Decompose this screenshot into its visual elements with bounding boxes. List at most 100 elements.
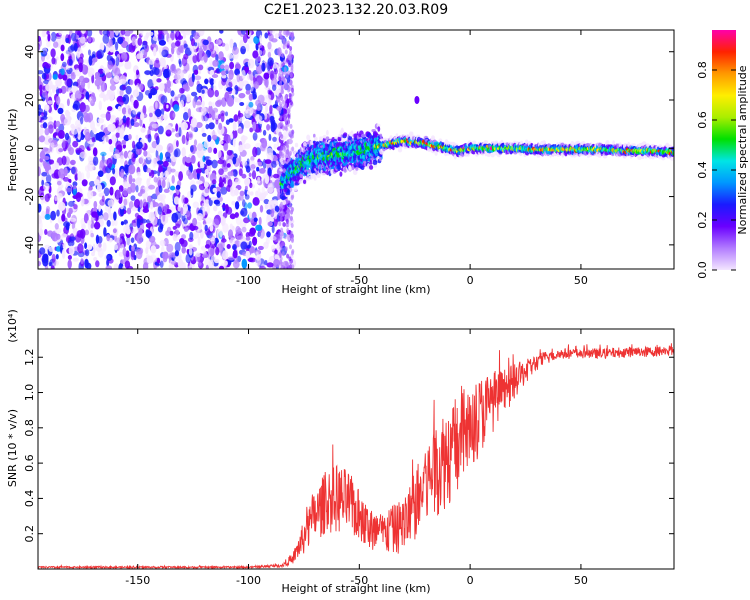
spectrogram-noise-cell [60, 44, 65, 52]
spectrogram-noise-cell [288, 256, 292, 262]
spectrogram-noise-cell [190, 188, 194, 196]
spectrogram-noise-cell [123, 134, 130, 142]
spectrogram-noise-cell [155, 144, 163, 152]
spectrogram-noise-cell [253, 217, 258, 222]
spectrogram-noise-cell [113, 75, 120, 83]
spectrogram-noise-cell [279, 104, 283, 109]
spectrogram-noise-cell [57, 168, 66, 179]
spectrogram-noise-cell [73, 204, 78, 210]
spectrogram-noise-cell [208, 101, 213, 107]
spectrogram-noise-cell [288, 92, 292, 98]
spectrogram-noise-cell [169, 190, 174, 196]
spectrogram-noise-cell [107, 124, 114, 132]
spectrogram-noise-cell [266, 147, 274, 159]
spectrogram-noise-cell [91, 136, 96, 143]
spectrogram-noise-cell [191, 91, 198, 97]
spectrogram-noise-cell [275, 160, 279, 165]
spectrogram-noise-cell [90, 233, 94, 238]
spectrogram-noise-cell [290, 223, 294, 228]
spectrogram-noise-cell [197, 261, 202, 266]
spectrogram-noise-cell [239, 102, 245, 106]
spectrogram-noise-cell [140, 218, 147, 224]
spectrogram-noise-cell [255, 115, 263, 122]
spectrogram-noise-cell [115, 119, 120, 125]
spectrogram-noise-cell [283, 117, 287, 123]
spectrogram-noise-cell [48, 262, 53, 267]
spectrogram-noise-cell [128, 174, 133, 185]
spectrogram-noise-cell [136, 218, 141, 229]
spectrogram-noise-cell [41, 72, 47, 80]
spectrogram-noise-cell [140, 112, 145, 121]
spectrogram-noise-cell [174, 250, 179, 257]
spectrogram-noise-cell [118, 61, 124, 67]
spectrogram-noise-cell [244, 185, 248, 191]
spectrogram-noise-cell [180, 99, 185, 108]
spectrogram-noise-cell [186, 169, 192, 177]
spectrogram-signal-cell [339, 171, 343, 177]
spectrogram-noise-cell [211, 102, 215, 108]
spectrogram-noise-cell [119, 233, 125, 239]
spectrogram-noise-cell [105, 111, 111, 121]
spectrogram-noise-cell [165, 129, 172, 137]
spectrogram-noise-cell [103, 227, 107, 237]
spectrogram-noise-cell [209, 57, 213, 66]
spectrogram-noise-cell [278, 51, 282, 57]
spectrogram-noise-cell [204, 188, 210, 194]
spectrogram-noise-cell [113, 263, 120, 269]
spectrogram-noise-cell [110, 214, 113, 219]
spectrogram-noise-cell [228, 118, 234, 123]
spectrogram-noise-cell [132, 122, 140, 128]
spectrogram-noise-cell [283, 260, 287, 266]
spectrogram-noise-cell [163, 188, 170, 193]
spectrogram-signal-cell [348, 165, 352, 171]
spectrogram-noise-cell [257, 176, 261, 184]
spectrogram-noise-cell [55, 120, 61, 127]
spectrogram-noise-cell [148, 211, 155, 222]
spectrogram-noise-cell [171, 212, 179, 223]
spectrogram-noise-cell [152, 117, 158, 122]
spectrogram-noise-cell [255, 251, 259, 257]
spectrogram-noise-cell [232, 88, 236, 96]
spectrogram-noise-cell [197, 213, 203, 221]
spectrogram-noise-cell [124, 260, 131, 269]
spectrogram-noise-cell [173, 104, 180, 112]
spectrogram-noise-cell [112, 228, 117, 234]
spectrogram-noise-cell [132, 228, 136, 234]
spectrogram-noise-cell [45, 83, 52, 92]
spectrogram-noise-cell [166, 243, 174, 253]
spectrogram-noise-cell [273, 258, 280, 268]
spectrogram-noise-cell [62, 74, 68, 81]
spectrogram-noise-cell [189, 231, 194, 240]
spectrogram-noise-cell [149, 112, 153, 118]
spectrogram-noise-cell [246, 43, 250, 52]
spectrogram-noise-cell [282, 221, 286, 227]
spectrogram-noise-cell [227, 94, 233, 105]
spectrogram-noise-cell [173, 196, 180, 205]
spectrogram-noise-cell [291, 130, 295, 136]
spectrogram-noise-cell [218, 113, 222, 120]
spectrogram-noise-cell [163, 68, 170, 79]
spectrogram-noise-cell [224, 43, 230, 52]
spectrogram-noise-cell [102, 30, 110, 36]
spectrogram-noise-cell [159, 171, 164, 178]
spectrogram-noise-cell [121, 84, 127, 90]
spectrogram-signal-cell [379, 157, 382, 162]
spectrogram-noise-cell [160, 214, 168, 225]
spectrogram-noise-cell [266, 262, 274, 268]
spectrogram-noise-cell [87, 219, 92, 226]
spectrogram-noise-cell [100, 151, 107, 157]
spectrogram-noise-cell [68, 87, 73, 94]
spectrogram-noise-cell [242, 143, 246, 151]
spectrogram-noise-cell [222, 250, 229, 260]
spectrogram-noise-cell [97, 118, 105, 124]
spectrogram-noise-cell [111, 220, 115, 227]
spectrogram-signal-cell [337, 136, 342, 141]
spectrogram-noise-cell [201, 89, 205, 94]
spectrogram-noise-cell [263, 241, 269, 249]
spectrogram-noise-cell [202, 39, 209, 46]
spectrogram-noise-cell [135, 134, 139, 141]
spectrogram-noise-cell [85, 91, 90, 100]
spectrogram-noise-cell [255, 142, 261, 148]
spectrogram-noise-cell [54, 162, 60, 170]
spectrogram-noise-cell [156, 257, 161, 264]
